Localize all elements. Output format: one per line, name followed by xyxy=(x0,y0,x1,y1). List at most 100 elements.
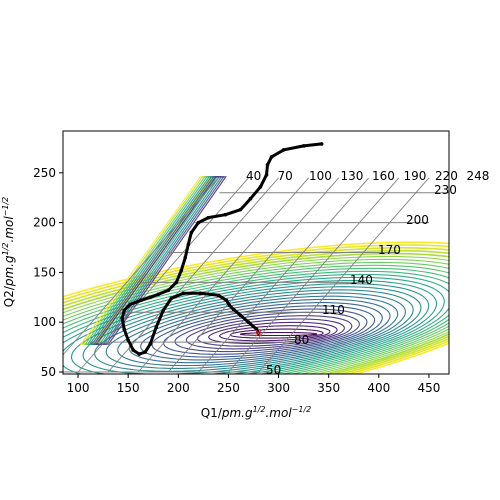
contour-level xyxy=(63,270,449,374)
trajectory-point xyxy=(169,296,174,301)
contour-level xyxy=(117,295,399,367)
trajectory-point xyxy=(227,303,232,308)
trajectory-point xyxy=(198,291,203,296)
skew-label-right: 140 xyxy=(350,273,373,287)
trajectory-point xyxy=(139,298,144,303)
contour-level xyxy=(185,315,353,350)
y-axis-label: Q2/pm.g1/2.mol−1/2 xyxy=(1,197,16,308)
trajectory-point xyxy=(131,348,135,352)
trajectory-point xyxy=(269,155,274,159)
trajectory-point xyxy=(154,325,159,329)
skewed-grid xyxy=(63,177,449,373)
trajectory-point xyxy=(258,184,263,189)
y-tick-label: 250 xyxy=(33,166,56,180)
skew-label-top: 130 xyxy=(341,169,364,183)
grid-line-oblique xyxy=(198,177,370,373)
skewed-axis-labels: 40 70 100 130 160 190 220 248 50 80 110 140 170 200 23… xyxy=(246,169,489,377)
trajectory-point xyxy=(265,163,270,167)
trajectory-point xyxy=(174,280,179,285)
x-tick-label: 350 xyxy=(317,381,340,395)
plot-area: × xyxy=(63,142,449,374)
skew-label-top: 40 xyxy=(246,169,261,183)
grid-line-oblique xyxy=(167,177,340,373)
x-tick-label: 300 xyxy=(267,381,290,395)
trajectory-point xyxy=(148,342,153,346)
x-tick-label: 150 xyxy=(117,381,140,395)
contour-level xyxy=(239,331,318,337)
grid-line-oblique xyxy=(258,177,430,373)
x-axis-ticks: 100 150 200 250 300 350 400 450 xyxy=(67,374,440,395)
trajectory-point xyxy=(196,220,201,225)
trajectory-point xyxy=(137,352,141,356)
trajectory-point xyxy=(161,308,166,313)
trajectory-point xyxy=(264,173,269,177)
y-tick-label: 50 xyxy=(41,365,56,379)
minimum-marker: × xyxy=(253,326,263,340)
skew-label-right: 170 xyxy=(378,243,401,257)
trajectory-point xyxy=(186,242,191,247)
x-axis-label: Q1/pm.g1/2.mol−1/2 xyxy=(201,405,312,420)
trajectory-point xyxy=(238,313,243,318)
trajectory-point xyxy=(224,298,229,303)
trajectory-point xyxy=(206,215,211,220)
y-tick-label: 150 xyxy=(33,265,56,279)
y-axis-ticks: 50 100 150 200 250 xyxy=(33,166,63,379)
trajectory-point xyxy=(156,292,161,297)
skew-label-right: 50 xyxy=(266,363,281,377)
trajectory-point xyxy=(281,148,286,152)
trajectory-point xyxy=(319,142,324,146)
contour-level xyxy=(94,289,414,372)
trajectory-point xyxy=(223,212,228,217)
contour-band xyxy=(95,176,227,345)
x-tick-label: 450 xyxy=(417,381,440,395)
contour-level xyxy=(151,305,376,358)
trajectory-point xyxy=(256,331,261,335)
skew-label-top: 160 xyxy=(372,169,395,183)
trajectory-point xyxy=(248,196,253,201)
trajectory-point xyxy=(143,350,148,354)
contour-level xyxy=(140,302,383,361)
skew-label-right: 230 xyxy=(434,183,457,197)
trajectory-point xyxy=(246,320,251,325)
trajectory-point xyxy=(231,307,236,312)
trajectory-point xyxy=(301,144,306,148)
trajectory-point xyxy=(216,293,221,298)
trajectory-point xyxy=(122,308,126,313)
trajectory-point xyxy=(254,327,259,331)
contour-level xyxy=(105,292,406,369)
skew-label-top: 190 xyxy=(404,169,427,183)
contour-level xyxy=(163,308,368,355)
trajectory-point xyxy=(122,327,126,331)
grid-line-oblique xyxy=(137,177,309,373)
trajectory-point xyxy=(238,207,243,212)
grid-line-oblique xyxy=(63,177,219,356)
skew-label-top: 220 xyxy=(435,169,458,183)
grid-line-oblique xyxy=(228,177,400,373)
contour-level xyxy=(219,325,331,342)
trajectory-layer: × xyxy=(120,142,324,356)
x-tick-label: 250 xyxy=(217,381,240,395)
trajectory-point xyxy=(189,230,194,235)
trajectory-point xyxy=(148,295,153,300)
contour-level xyxy=(63,267,449,374)
trajectory-point xyxy=(166,288,171,293)
trajectory-point xyxy=(179,268,184,273)
axes-frame xyxy=(62,130,450,375)
x-tick-label: 200 xyxy=(167,381,190,395)
grid-line-oblique xyxy=(77,177,249,373)
skew-label-right: 80 xyxy=(294,333,309,347)
contour-lines xyxy=(63,176,449,374)
x-tick-label: 400 xyxy=(367,381,390,395)
y-tick-label: 100 xyxy=(33,315,56,329)
contour-level xyxy=(63,273,449,374)
contour-level xyxy=(197,318,345,347)
skew-label-top: 248 xyxy=(467,169,490,183)
contour-level xyxy=(128,298,391,364)
skew-label-right: 200 xyxy=(406,213,429,227)
skew-label-top: 100 xyxy=(309,169,332,183)
contour-level xyxy=(174,311,360,353)
trajectory-point xyxy=(183,255,188,260)
trajectory-point xyxy=(120,316,124,321)
